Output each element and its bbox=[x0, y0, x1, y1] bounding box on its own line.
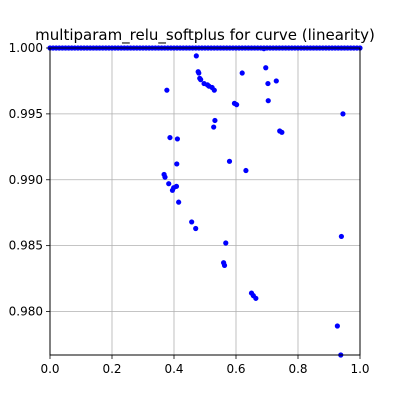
data-point bbox=[279, 129, 285, 135]
data-point bbox=[174, 161, 180, 167]
data-points bbox=[47, 45, 363, 358]
data-point bbox=[253, 295, 259, 301]
data-point bbox=[239, 70, 245, 76]
data-point bbox=[226, 158, 233, 164]
y-tick-label: 1.000 bbox=[9, 41, 43, 55]
y-tick-label: 0.995 bbox=[9, 107, 43, 121]
data-point bbox=[211, 124, 217, 130]
y-tick-label: 0.980 bbox=[9, 305, 43, 319]
x-tick-label: 0.2 bbox=[102, 362, 121, 376]
y-axis-ticks: 0.980 0.985 0.990 0.995 1.000 bbox=[9, 41, 50, 319]
data-point bbox=[167, 134, 173, 141]
data-point bbox=[223, 240, 229, 246]
data-point bbox=[189, 219, 195, 225]
data-point bbox=[234, 102, 240, 108]
x-tick-label: 1.0 bbox=[350, 362, 369, 376]
x-tick-label: 0.8 bbox=[288, 362, 307, 376]
x-axis-ticks: 0.0 0.2 0.4 0.6 0.8 1.0 bbox=[40, 355, 370, 376]
y-tick-label: 0.990 bbox=[9, 173, 43, 187]
data-point bbox=[164, 87, 170, 93]
grid-lines bbox=[49, 47, 361, 355]
y-tick-label: 0.985 bbox=[9, 239, 43, 253]
data-point bbox=[211, 87, 217, 93]
plot-frame bbox=[49, 47, 361, 356]
data-point bbox=[166, 181, 172, 187]
data-point bbox=[340, 111, 346, 117]
data-point bbox=[193, 53, 199, 59]
data-point bbox=[338, 233, 344, 240]
data-point bbox=[273, 78, 279, 84]
data-point bbox=[261, 46, 267, 52]
x-tick-label: 0.4 bbox=[164, 362, 183, 376]
data-point bbox=[243, 167, 249, 174]
data-point bbox=[263, 65, 269, 71]
x-tick-label: 0.6 bbox=[226, 362, 245, 376]
data-point bbox=[221, 262, 228, 269]
x-tick-label: 0.0 bbox=[40, 362, 59, 376]
data-point bbox=[198, 77, 204, 83]
data-point bbox=[193, 225, 199, 232]
chart-title: multiparam_relu_softplus for curve (line… bbox=[35, 26, 375, 45]
data-point bbox=[176, 199, 182, 205]
data-point bbox=[212, 117, 218, 124]
data-point bbox=[169, 187, 176, 193]
data-point bbox=[265, 80, 271, 87]
data-point bbox=[196, 70, 202, 76]
data-point bbox=[162, 174, 168, 180]
data-point bbox=[334, 323, 340, 329]
data-point bbox=[174, 136, 181, 142]
data-point bbox=[265, 98, 271, 104]
